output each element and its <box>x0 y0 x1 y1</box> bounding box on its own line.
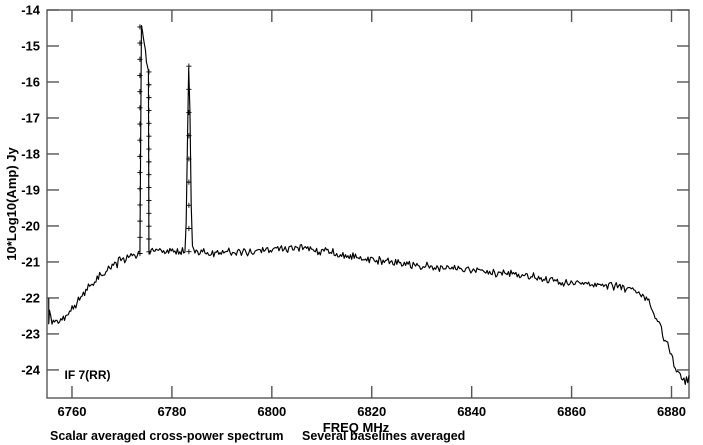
plot-border <box>46 9 690 399</box>
y-tick-label--19: -19 <box>21 182 40 197</box>
data-marker <box>186 156 192 162</box>
y-tick-label--22: -22 <box>21 290 40 305</box>
data-marker <box>137 121 143 127</box>
spectrum-trace <box>48 24 690 385</box>
if-annotation: IF 7(RR) <box>64 368 110 382</box>
data-marker <box>146 249 152 255</box>
data-marker <box>186 109 192 116</box>
y-tick-label--15: -15 <box>21 38 40 53</box>
data-marker <box>146 172 152 178</box>
x-tick-label-6860: 6860 <box>557 404 586 419</box>
x-tick-label-6760: 6760 <box>58 404 87 419</box>
data-marker <box>137 56 143 62</box>
data-marker <box>186 179 192 185</box>
data-marker <box>186 249 192 255</box>
y-tick-label--16: -16 <box>21 74 40 89</box>
x-tick-label-6840: 6840 <box>457 404 486 419</box>
y-tick-label--17: -17 <box>21 110 40 125</box>
y-tick-label--21: -21 <box>21 254 40 269</box>
axis-labels: -14 -15 -16 -17 -18 -19 -20 -21 -22 -23 -24 6760 678… <box>4 3 686 444</box>
data-marker <box>137 250 143 257</box>
data-marker <box>186 63 192 69</box>
data-marker <box>146 82 152 88</box>
y-axis-label: 10*Log10(Amp) Jy <box>4 147 19 261</box>
data-marker <box>186 133 192 139</box>
data-marker <box>146 159 152 165</box>
x-tick-label-6780: 6780 <box>157 404 186 419</box>
data-marker <box>137 186 143 192</box>
data-marker <box>146 236 152 242</box>
y-tick-label--20: -20 <box>21 218 40 233</box>
data-marker <box>137 72 143 79</box>
data-marker <box>146 69 152 75</box>
data-marker <box>146 223 152 229</box>
plot-frame <box>46 9 690 399</box>
caption-right: Several baselines averaged <box>302 429 465 443</box>
data-marker <box>146 210 152 216</box>
data-marker <box>186 225 192 232</box>
x-tick-label-6820: 6820 <box>357 404 386 419</box>
y-tick-label--14: -14 <box>21 3 41 18</box>
data-marker <box>146 184 152 191</box>
data-marker <box>137 169 143 176</box>
x-tick-label-6880: 6880 <box>657 404 686 419</box>
spectrum-line <box>48 24 690 385</box>
data-marker <box>137 105 143 111</box>
data-marker <box>137 137 143 143</box>
x-tick-label-6800: 6800 <box>257 404 286 419</box>
data-marker <box>146 133 152 139</box>
x-axis-label: FREQ MHz <box>323 420 390 435</box>
data-marker <box>137 89 143 95</box>
data-marker <box>186 202 192 208</box>
data-marker <box>146 197 152 204</box>
data-marker <box>137 24 143 30</box>
data-marker <box>146 95 152 101</box>
data-marker <box>137 234 143 240</box>
data-marker <box>146 146 152 152</box>
axis-ticks <box>47 9 689 398</box>
data-marker <box>186 86 192 92</box>
y-tick-label--18: -18 <box>21 146 40 161</box>
y-tick-label--23: -23 <box>21 326 40 341</box>
data-marker <box>146 120 152 126</box>
data-marker <box>146 107 152 114</box>
caption-left: Scalar averaged cross-power spectrum <box>50 429 283 443</box>
data-marker <box>137 40 143 46</box>
data-marker <box>137 153 143 159</box>
data-marker <box>137 218 143 224</box>
y-tick-label--24: -24 <box>21 362 41 377</box>
data-marker <box>137 202 143 208</box>
